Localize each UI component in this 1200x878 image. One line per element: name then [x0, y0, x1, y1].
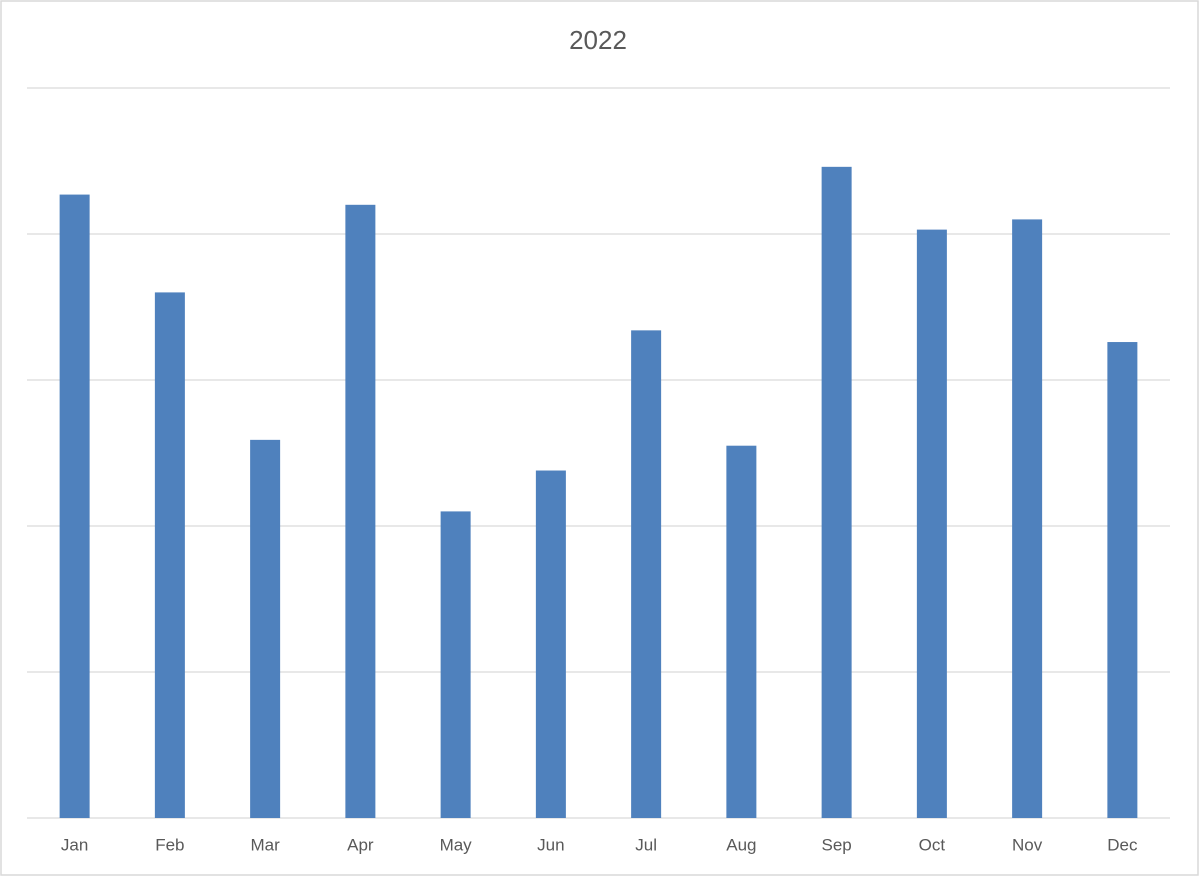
x-tick-label: Feb	[155, 835, 184, 854]
bar	[440, 511, 471, 818]
chart-title: 2022	[569, 25, 627, 55]
bar	[1107, 342, 1138, 818]
x-tick-label: Sep	[822, 835, 852, 854]
bar	[821, 166, 852, 819]
bar	[250, 439, 281, 818]
x-tick-label: Nov	[1012, 835, 1043, 854]
bar	[345, 204, 376, 819]
x-tick-label: Jul	[635, 835, 657, 854]
x-tick-label: Oct	[919, 835, 946, 854]
x-tick-label: Dec	[1107, 835, 1138, 854]
bar	[535, 470, 566, 818]
x-tick-label: Jan	[61, 835, 88, 854]
bar	[631, 330, 662, 818]
x-tick-label: Jun	[537, 835, 564, 854]
x-tick-label: May	[440, 835, 473, 854]
bar	[59, 194, 90, 818]
bar	[916, 229, 947, 818]
bar	[726, 445, 757, 818]
bar	[1012, 219, 1043, 818]
bar	[154, 292, 185, 818]
x-tick-label: Apr	[347, 835, 374, 854]
x-tick-label: Aug	[726, 835, 756, 854]
x-tick-label: Mar	[250, 835, 280, 854]
